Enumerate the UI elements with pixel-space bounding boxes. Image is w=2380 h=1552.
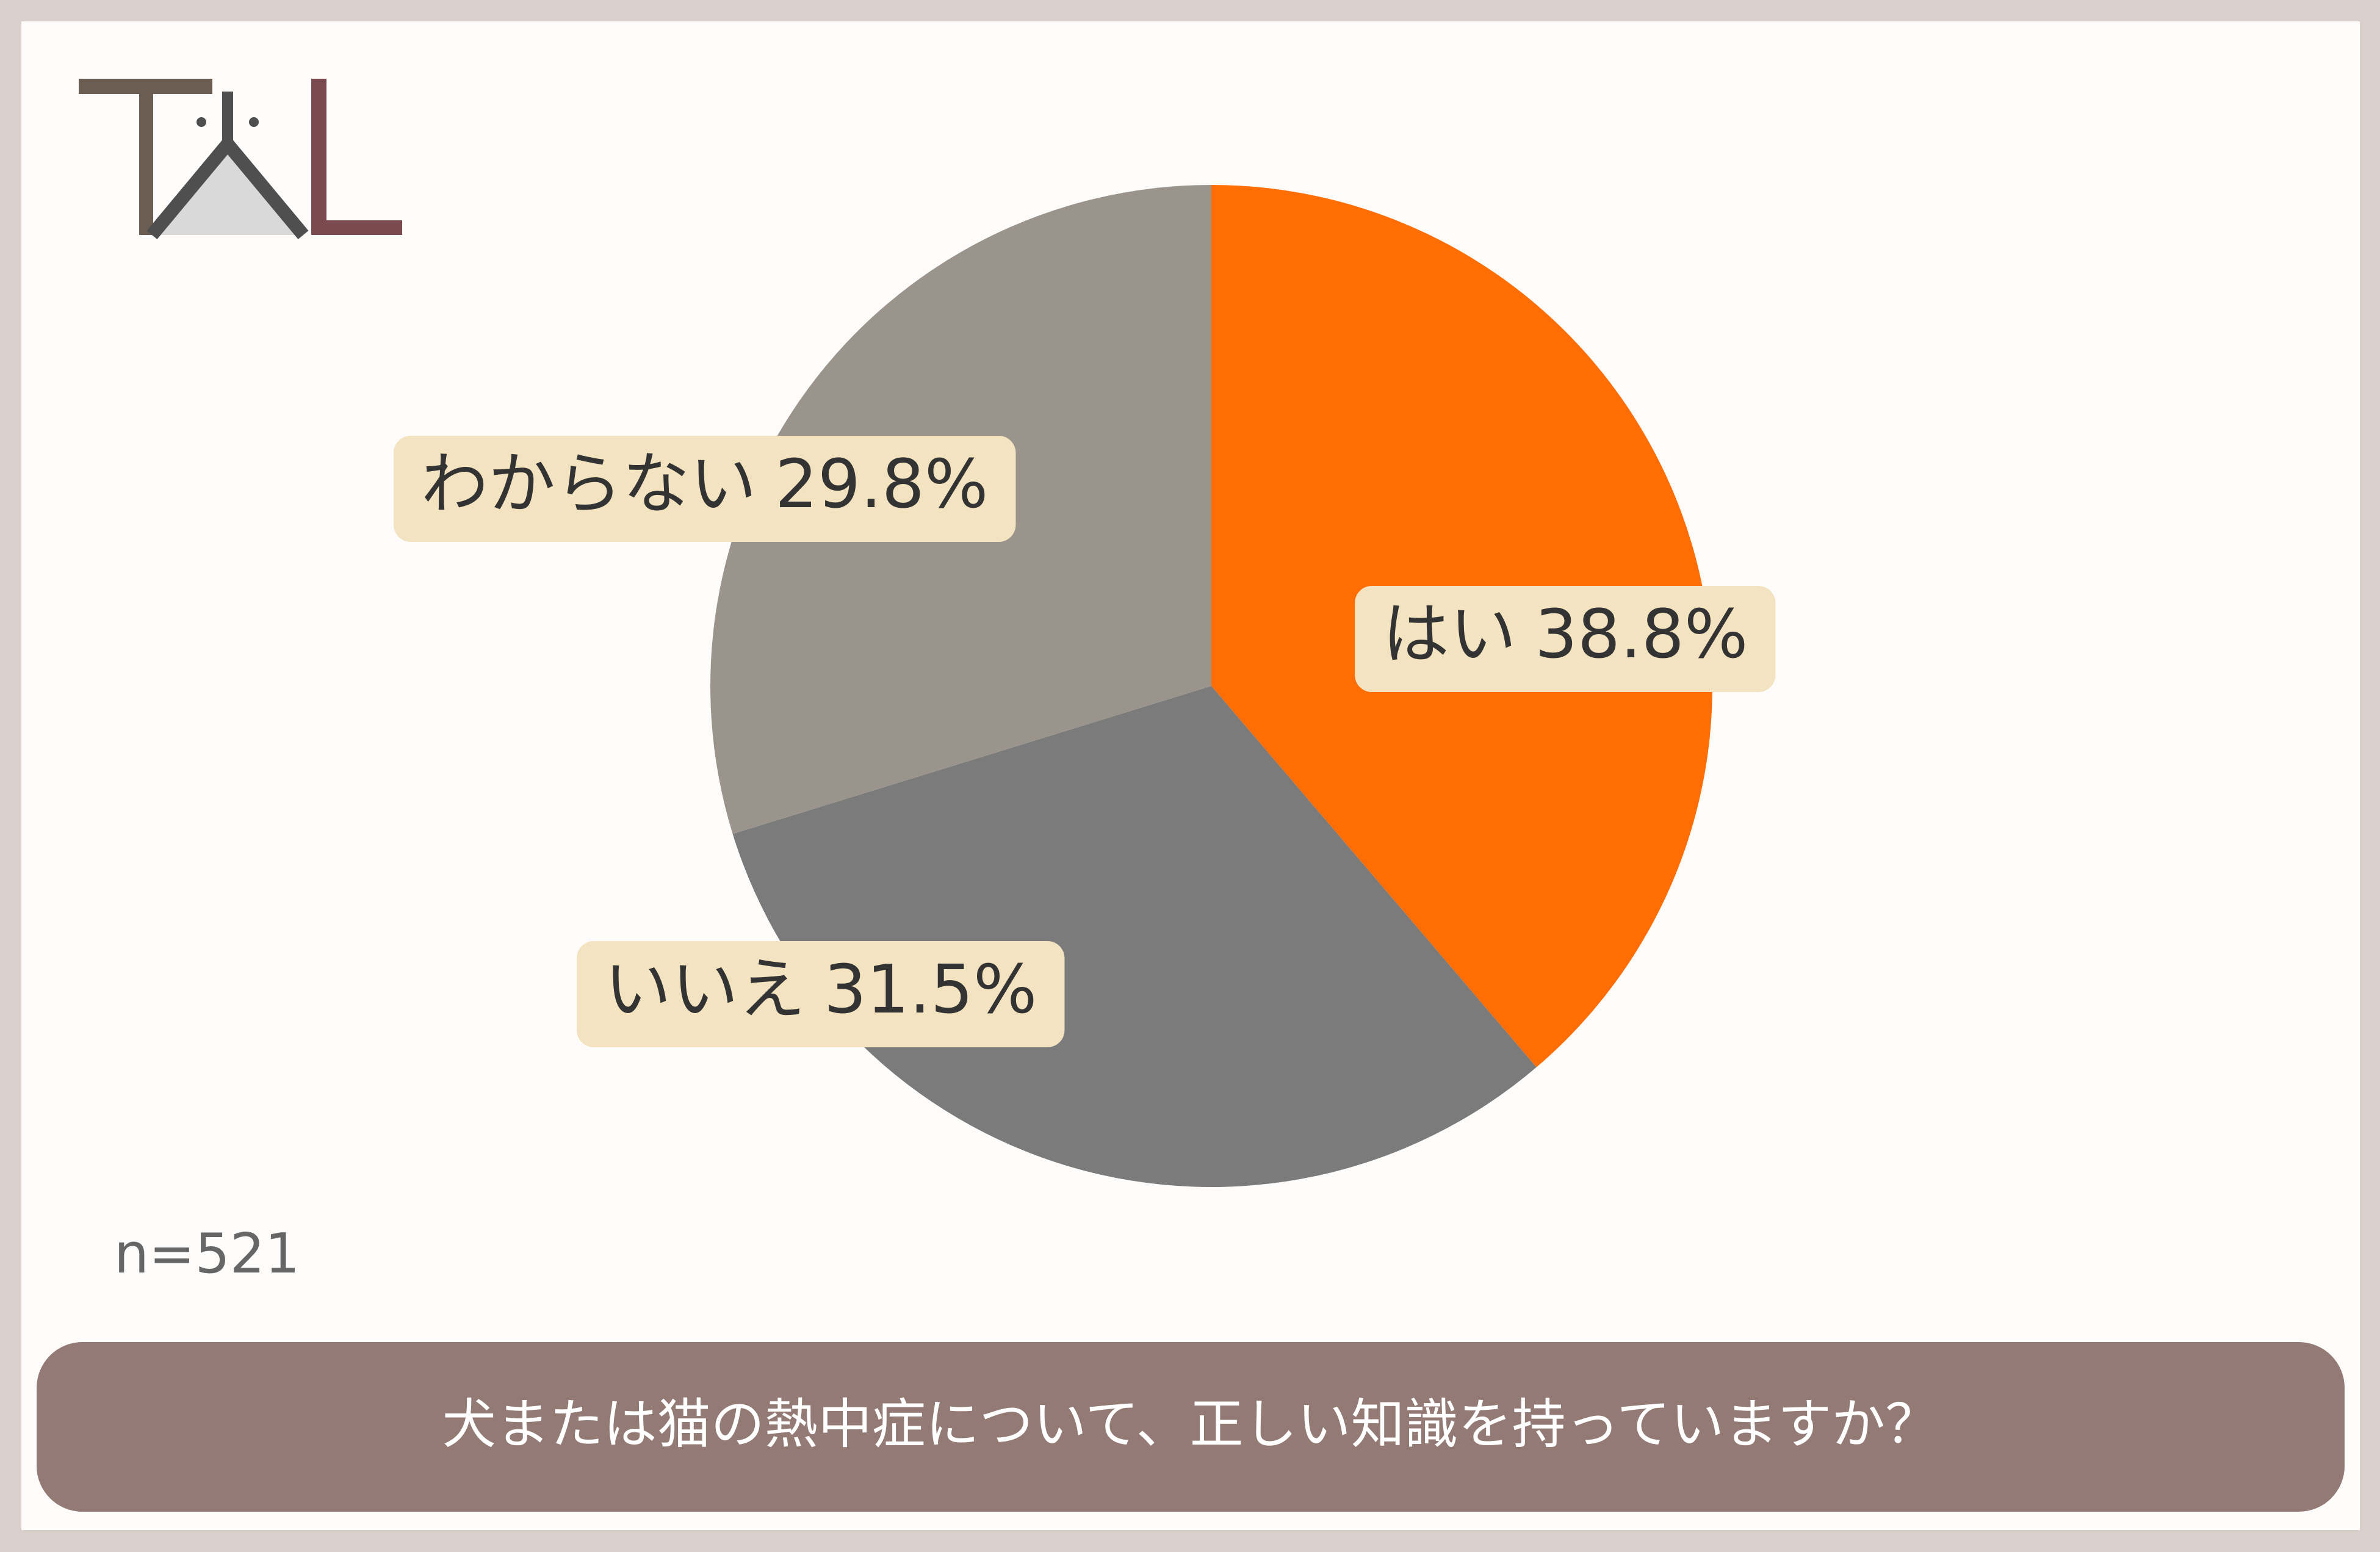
data-label: はい 38.8% bbox=[1355, 586, 1776, 692]
label-box bbox=[577, 941, 1065, 1047]
label-box bbox=[1355, 586, 1776, 692]
value-label: 29.8% bbox=[775, 445, 988, 523]
category-label: はい bbox=[1382, 595, 1516, 673]
label-text: いいえ 31.5% bbox=[604, 950, 1037, 1028]
data-label: いいえ 31.5% bbox=[577, 941, 1065, 1047]
value-label: 38.8% bbox=[1535, 595, 1748, 673]
chart-title: 犬または猫の熱中症について、正しい知識を持っていますか？ bbox=[442, 1393, 1939, 1456]
title-banner bbox=[37, 1342, 2345, 1512]
label-box bbox=[394, 436, 1016, 542]
value-label: 31.5% bbox=[824, 950, 1037, 1028]
label-text: わからない 29.8% bbox=[421, 445, 988, 523]
category-label: いいえ bbox=[604, 950, 806, 1028]
pie-slice bbox=[732, 686, 1537, 1187]
label-text: はい 38.8% bbox=[1382, 595, 1748, 673]
logo bbox=[79, 79, 402, 240]
data-label: わからない 29.8% bbox=[394, 436, 1016, 542]
category-label: わからない bbox=[421, 445, 757, 523]
sample-size: n=521 bbox=[114, 1222, 300, 1286]
